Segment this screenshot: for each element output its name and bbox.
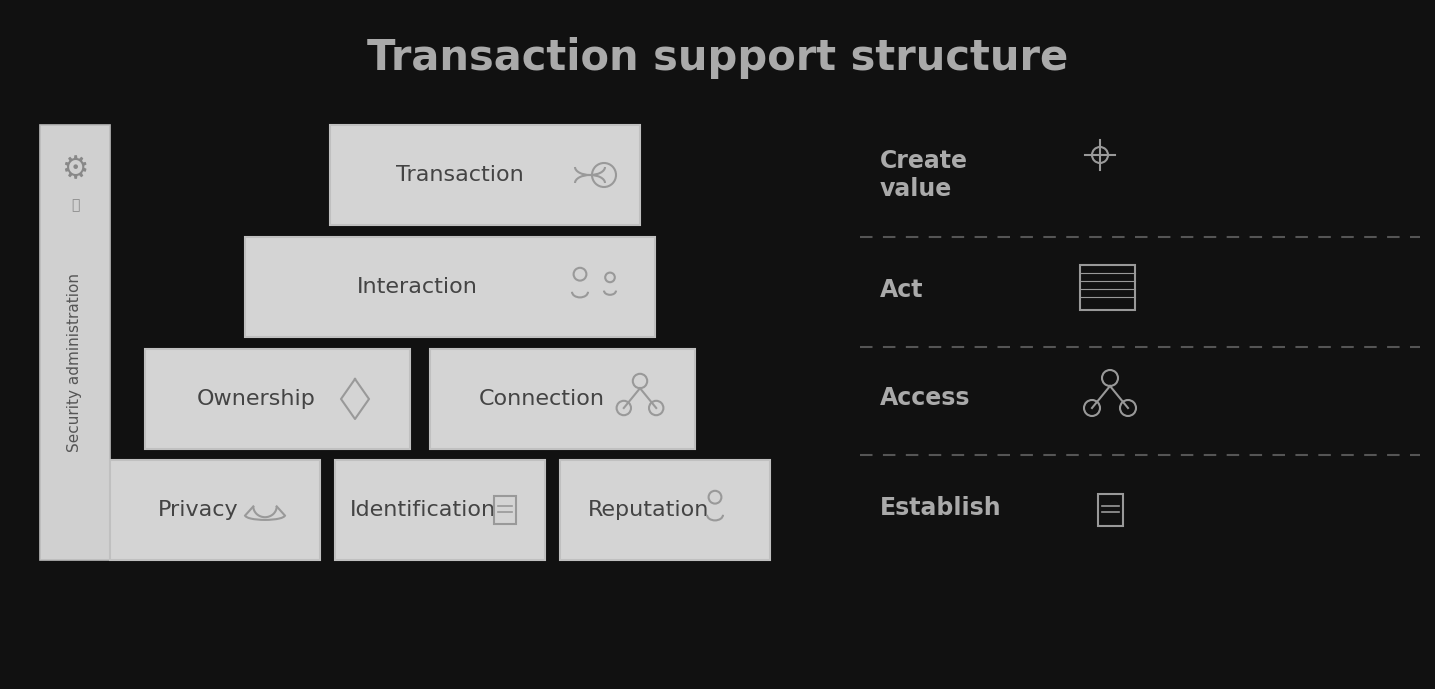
Text: Transaction: Transaction [396, 165, 524, 185]
Text: Access: Access [880, 386, 970, 410]
Text: 🔒: 🔒 [70, 198, 79, 212]
Text: ⚙: ⚙ [62, 156, 89, 185]
FancyBboxPatch shape [560, 460, 771, 560]
FancyBboxPatch shape [245, 237, 654, 337]
Text: Transaction support structure: Transaction support structure [367, 37, 1068, 79]
FancyBboxPatch shape [110, 460, 320, 560]
Text: Interaction: Interaction [357, 277, 478, 297]
FancyBboxPatch shape [145, 349, 410, 449]
Text: Privacy: Privacy [158, 500, 238, 520]
Text: Establish: Establish [880, 496, 1002, 520]
Text: Act: Act [880, 278, 924, 302]
FancyBboxPatch shape [334, 460, 545, 560]
FancyBboxPatch shape [330, 125, 640, 225]
Text: Create
value: Create value [880, 149, 969, 201]
Text: Connection: Connection [478, 389, 604, 409]
Text: Ownership: Ownership [197, 389, 316, 409]
Text: Identification: Identification [350, 500, 497, 520]
Text: Security administration: Security administration [67, 273, 82, 452]
Text: Reputation: Reputation [587, 500, 709, 520]
FancyBboxPatch shape [40, 125, 110, 560]
FancyBboxPatch shape [430, 349, 695, 449]
